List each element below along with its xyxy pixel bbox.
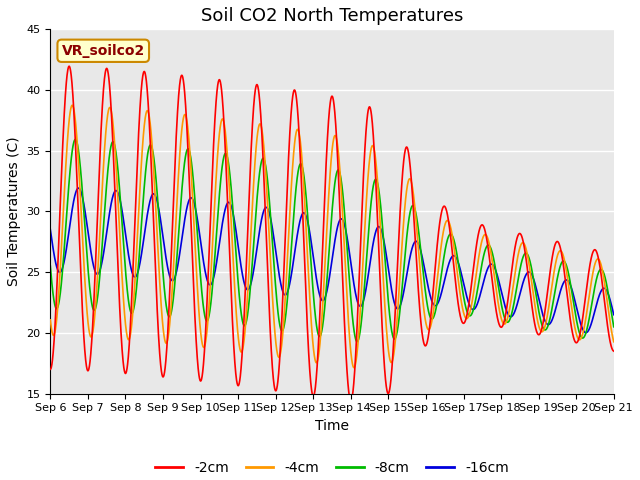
Y-axis label: Soil Temperatures (C): Soil Temperatures (C) bbox=[7, 137, 21, 286]
Title: Soil CO2 North Temperatures: Soil CO2 North Temperatures bbox=[201, 7, 463, 25]
X-axis label: Time: Time bbox=[315, 419, 349, 433]
Legend: -2cm, -4cm, -8cm, -16cm: -2cm, -4cm, -8cm, -16cm bbox=[150, 455, 515, 480]
Text: VR_soilco2: VR_soilco2 bbox=[61, 44, 145, 58]
